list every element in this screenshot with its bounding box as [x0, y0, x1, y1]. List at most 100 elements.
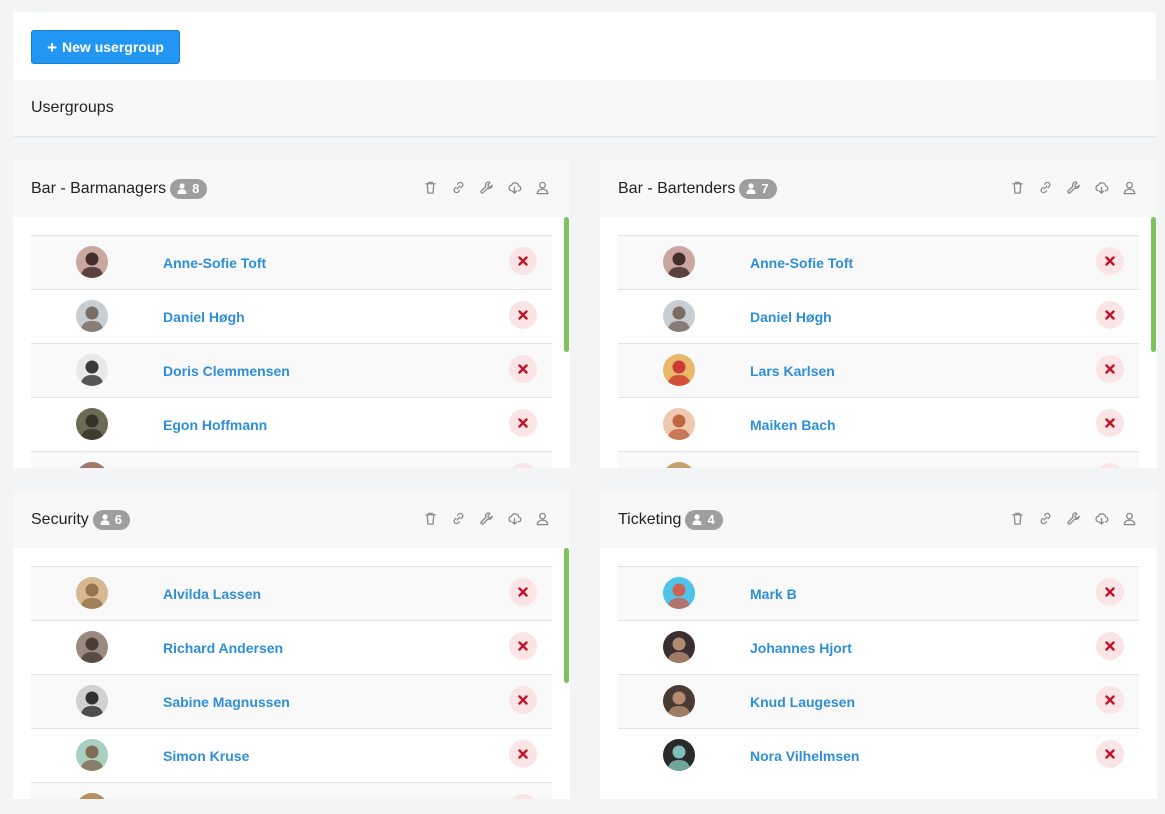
- remove-member-button[interactable]: [509, 409, 537, 437]
- wrench-icon: [1066, 180, 1081, 195]
- remove-member-button[interactable]: [1096, 740, 1124, 768]
- member-count-badge: 8: [170, 178, 208, 199]
- remove-member-button[interactable]: [509, 794, 537, 799]
- remove-member-button[interactable]: [509, 301, 537, 329]
- user-button[interactable]: [534, 510, 550, 526]
- member-name-link[interactable]: Anne-Sofie Toft: [750, 255, 854, 271]
- remove-member-button[interactable]: [1096, 686, 1124, 714]
- avatar: [76, 300, 108, 332]
- link-icon: [451, 511, 466, 526]
- usergroup-actions: [422, 179, 550, 195]
- remove-member-button[interactable]: [1096, 463, 1124, 468]
- member-row: Doris Clemmensen: [31, 343, 552, 397]
- close-icon: [1105, 418, 1115, 428]
- new-usergroup-button[interactable]: + New usergroup: [31, 30, 180, 64]
- user-icon: [535, 180, 550, 195]
- user-button[interactable]: [1121, 179, 1137, 195]
- trash-icon: [423, 180, 438, 195]
- trash-button[interactable]: [422, 510, 438, 526]
- close-icon: [518, 364, 528, 374]
- plus-icon: +: [47, 37, 58, 57]
- remove-member-button[interactable]: [509, 632, 537, 660]
- trash-button[interactable]: [422, 179, 438, 195]
- avatar: [663, 685, 695, 717]
- scrollbar[interactable]: [564, 548, 569, 683]
- member-name-link[interactable]: Nora Vilhelmsen: [750, 748, 860, 764]
- remove-member-button[interactable]: [509, 578, 537, 606]
- member-name-link[interactable]: Anne-Sofie Toft: [163, 255, 267, 271]
- trash-icon: [423, 511, 438, 526]
- member-name-link[interactable]: Richard Andersen: [163, 640, 284, 656]
- close-icon: [518, 256, 528, 266]
- usergroup-header: Security 6: [13, 491, 570, 548]
- user-button[interactable]: [1121, 510, 1137, 526]
- member-name-link[interactable]: Daniel Høgh: [163, 309, 245, 325]
- usergroup-header: Bar - Bartenders 7: [600, 160, 1157, 217]
- avatar: [663, 246, 695, 278]
- member-count: 6: [114, 512, 123, 527]
- wrench-button[interactable]: [478, 510, 494, 526]
- usergroup-actions: [422, 510, 550, 526]
- trash-button[interactable]: [1009, 179, 1025, 195]
- remove-member-button[interactable]: [1096, 247, 1124, 275]
- link-button[interactable]: [1037, 510, 1053, 526]
- cloud-download-button[interactable]: [506, 510, 522, 526]
- remove-member-button[interactable]: [1096, 301, 1124, 329]
- usergroup-actions: [1009, 179, 1137, 195]
- member-list: Mark B Johannes Hjort Knud Laugesen Nora Vi…: [618, 566, 1139, 799]
- member-name-link[interactable]: Simon Kruse: [163, 748, 250, 764]
- member-row: Anne-Sofie Toft: [31, 235, 552, 289]
- user-icon: [692, 514, 702, 525]
- avatar: [663, 577, 695, 609]
- avatar: [76, 577, 108, 609]
- avatar: [76, 739, 108, 771]
- avatar: [663, 354, 695, 386]
- remove-member-button[interactable]: [509, 740, 537, 768]
- trash-icon: [1010, 180, 1025, 195]
- link-button[interactable]: [1037, 179, 1053, 195]
- remove-member-button[interactable]: [1096, 632, 1124, 660]
- close-icon: [1105, 749, 1115, 759]
- member-row: Anne-Sofie Toft: [618, 235, 1139, 289]
- member-name-link[interactable]: Egon Hoffmann: [163, 417, 268, 433]
- member-name-link[interactable]: Knud Laugesen: [750, 694, 856, 710]
- remove-member-button[interactable]: [509, 355, 537, 383]
- remove-member-button[interactable]: [1096, 578, 1124, 606]
- member-name-link[interactable]: Maiken Bach: [750, 417, 836, 433]
- remove-member-button[interactable]: [1096, 409, 1124, 437]
- remove-member-button[interactable]: [509, 463, 537, 468]
- wrench-button[interactable]: [1065, 510, 1081, 526]
- remove-member-button[interactable]: [509, 247, 537, 275]
- avatar: [76, 354, 108, 386]
- new-usergroup-label: New usergroup: [62, 39, 164, 55]
- cloud-download-button[interactable]: [506, 179, 522, 195]
- member-name-link[interactable]: Daniel Høgh: [750, 309, 832, 325]
- link-button[interactable]: [450, 179, 466, 195]
- user-button[interactable]: [534, 179, 550, 195]
- member-name-link[interactable]: Alvilda Lassen: [163, 586, 262, 602]
- member-name-link[interactable]: Mark B: [750, 586, 797, 602]
- avatar: [663, 739, 695, 771]
- remove-member-button[interactable]: [1096, 355, 1124, 383]
- avatar: [663, 408, 695, 440]
- member-name-link[interactable]: Lars Karlsen: [750, 363, 835, 379]
- scrollbar[interactable]: [564, 217, 569, 352]
- usergroup-panel: Bar - Bartenders 7 Anne-Sofie Toft Daniel H…: [600, 160, 1157, 468]
- member-name-link[interactable]: Sabine Magnussen: [163, 694, 290, 710]
- cloud-download-button[interactable]: [1093, 510, 1109, 526]
- trash-button[interactable]: [1009, 510, 1025, 526]
- member-name-link[interactable]: Johannes Hjort: [750, 640, 852, 656]
- scrollbar[interactable]: [1151, 217, 1156, 352]
- link-button[interactable]: [450, 510, 466, 526]
- member-row: Sabine Magnussen: [31, 674, 552, 728]
- member-name-link[interactable]: Doris Clemmensen: [163, 363, 290, 379]
- remove-member-button[interactable]: [509, 686, 537, 714]
- link-icon: [1038, 180, 1053, 195]
- wrench-button[interactable]: [478, 179, 494, 195]
- wrench-icon: [479, 180, 494, 195]
- wrench-button[interactable]: [1065, 179, 1081, 195]
- avatar: [76, 462, 108, 468]
- usergroup-panel: Ticketing 4 Mark B Johannes Hjort Knud Lauge…: [600, 491, 1157, 799]
- cloud-download-button[interactable]: [1093, 179, 1109, 195]
- close-icon: [518, 749, 528, 759]
